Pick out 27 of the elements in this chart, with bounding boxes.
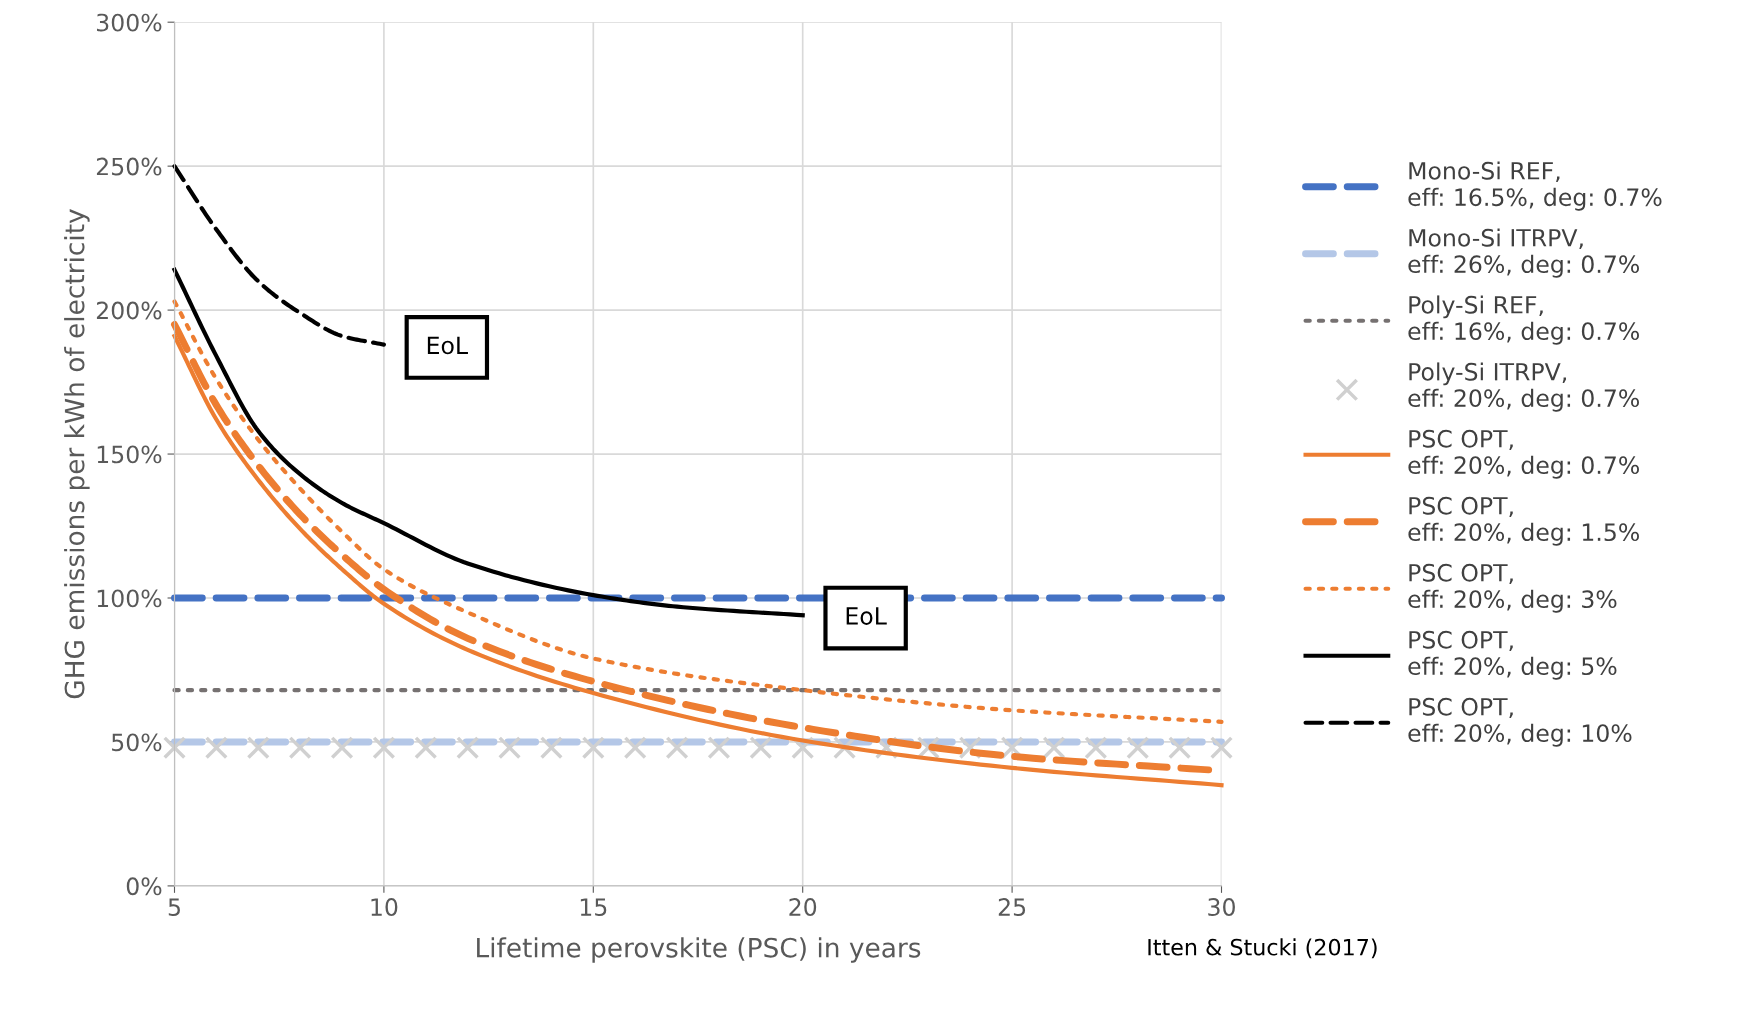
legend-label: Mono-Si ITRPV, eff: 26%, deg: 0.7% [1408,228,1639,278]
y-tick-label: 100% [97,589,162,608]
y-tick-label: 200% [96,301,162,320]
y-tick-label: 250% [96,157,162,176]
y-tick-label: 300% [96,13,162,32]
x-tick-label: 25 [998,898,1026,916]
legend-label: PSC OPT, eff: 20%, deg: 3% [1408,563,1617,613]
annotation: EoL [427,336,468,355]
x-tick-label: 30 [1208,898,1235,916]
x-tick-label: 5 [168,898,180,916]
legend-label: PSC OPT, eff: 20%, deg: 5% [1408,630,1617,680]
legend-label: PSC OPT, eff: 20%, deg: 1.5% [1408,496,1639,546]
legend-label: PSC OPT, eff: 20%, deg: 10% [1408,697,1632,747]
legend-label: Poly-Si ITRPV, eff: 20%, deg: 0.7% [1408,362,1639,412]
legend-label: Mono-Si REF, eff: 16.5%, deg: 0.7% [1408,161,1662,211]
x-tick-label: 15 [580,898,607,916]
annotation: EoL [846,607,887,625]
legend-label: Poly-Si REF, eff: 16%, deg: 0.7% [1408,295,1639,345]
x-tick-label: 10 [371,898,398,916]
y-tick-label: 150% [97,445,162,464]
y-axis-title: GHG emissions per kWh of electricity [64,209,90,699]
legend-label: PSC OPT, eff: 20%, deg: 0.7% [1408,429,1639,479]
x-tick-label: 20 [789,898,817,916]
y-tick-label: 0% [126,877,162,896]
y-tick-label: 50% [112,733,162,752]
x-axis-title: Lifetime perovskite (PSC) in years [477,937,921,963]
text: Itten & Stucki (2017) [1148,938,1377,959]
